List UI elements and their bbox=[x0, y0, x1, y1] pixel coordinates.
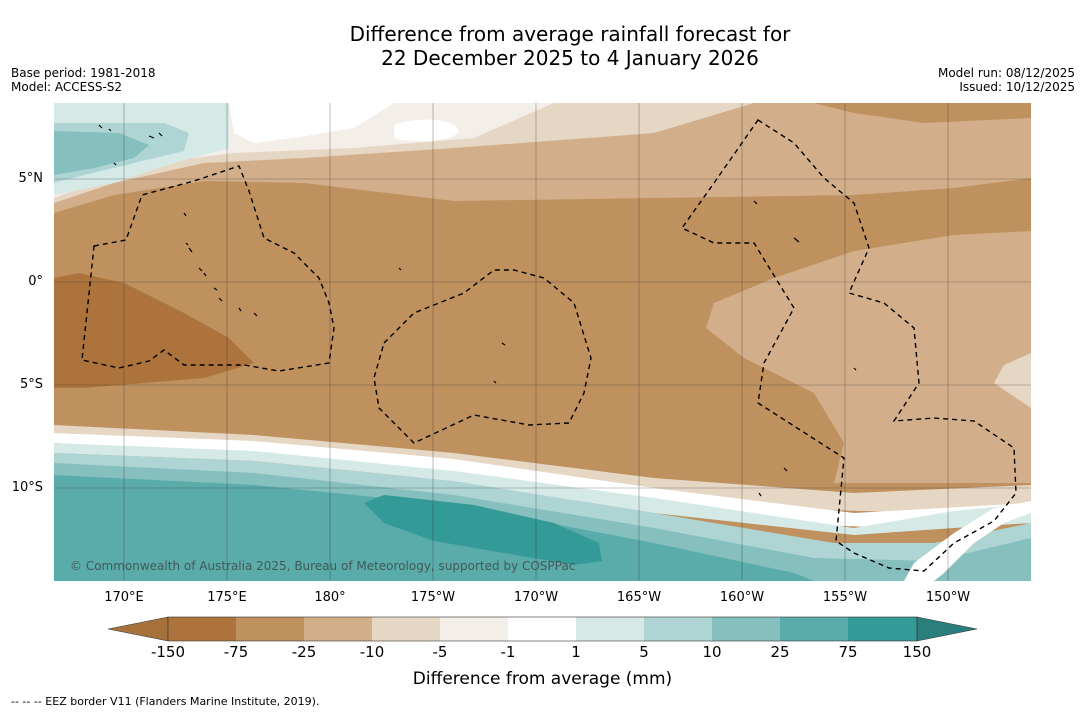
legend-colorbar bbox=[108, 616, 978, 642]
legend-swatch-6 bbox=[508, 617, 576, 641]
lon-label-170e: 170°E bbox=[104, 590, 144, 605]
grid-lines bbox=[54, 103, 1031, 581]
legend-swatch-12 bbox=[916, 616, 978, 642]
region-north-teal-3 bbox=[54, 131, 149, 175]
eez-borders bbox=[81, 119, 1017, 572]
legend-tick-6: 1 bbox=[571, 643, 581, 661]
region-south-teal-1 bbox=[54, 443, 1031, 535]
lat-label-0: 0° bbox=[28, 274, 43, 289]
legend-tick-11: 150 bbox=[902, 643, 932, 661]
legend-swatch-9 bbox=[712, 617, 780, 641]
issued-date: Issued: 10/12/2025 bbox=[959, 80, 1075, 94]
eez-kiribati-phoenix bbox=[373, 269, 592, 444]
legend-tick-0: -150 bbox=[150, 643, 186, 661]
lon-label-180: 180° bbox=[314, 590, 346, 605]
legend-tick-9: 25 bbox=[770, 643, 790, 661]
legend-swatch-4 bbox=[372, 617, 440, 641]
legend-swatch-1 bbox=[168, 617, 236, 641]
legend-tick-1: -75 bbox=[223, 643, 249, 661]
legend-tick-5: -1 bbox=[500, 643, 516, 661]
lat-label-10s: 10°S bbox=[11, 480, 43, 495]
region-minus150 bbox=[54, 273, 254, 388]
legend-swatch-7 bbox=[576, 617, 644, 641]
lon-label-150w: 150°W bbox=[925, 590, 971, 605]
legend-tick-7: 5 bbox=[639, 643, 649, 661]
islands bbox=[98, 124, 857, 497]
legend-title: Difference from average (mm) bbox=[412, 669, 673, 689]
region-south-teal-5 bbox=[364, 495, 602, 565]
legend-tick-3: -10 bbox=[359, 643, 385, 661]
lat-label-5s: 5°S bbox=[19, 377, 43, 392]
legend-tick-2: -25 bbox=[291, 643, 317, 661]
lat-label-5n: 5°N bbox=[18, 171, 44, 186]
legend-tick-8: 10 bbox=[702, 643, 722, 661]
legend-swatch-5 bbox=[440, 617, 508, 641]
legend-swatch-11 bbox=[848, 617, 917, 641]
lon-label-175e: 175°E bbox=[207, 590, 247, 605]
region-north-white bbox=[229, 103, 459, 143]
lon-label-160w: 160°W bbox=[719, 590, 765, 605]
base-period: Base period: 1981-2018 bbox=[11, 66, 156, 80]
model-run: Model run: 08/12/2025 bbox=[937, 66, 1075, 80]
title-line-2: 22 December 2025 to 4 January 2026 bbox=[381, 46, 759, 70]
legend-swatch-2 bbox=[236, 617, 304, 641]
model-name: Model: ACCESS-S2 bbox=[11, 80, 123, 94]
legend-swatch-0 bbox=[108, 616, 169, 642]
lon-label-155w: 155°W bbox=[822, 590, 868, 605]
lon-label-175w: 175°W bbox=[410, 590, 456, 605]
meta-left: Base period: 1981-2018 Model: ACCESS-S2 bbox=[11, 66, 156, 94]
legend-tick-10: 75 bbox=[838, 643, 858, 661]
region-ne-dark bbox=[814, 103, 1031, 123]
region-se-white bbox=[904, 501, 1031, 581]
lon-label-170w: 170°W bbox=[513, 590, 559, 605]
eez-kiribati-line bbox=[680, 119, 1017, 572]
lon-label-165w: 165°W bbox=[616, 590, 662, 605]
eez-footnote: -- -- -- EEZ border V11 (Flanders Marine… bbox=[11, 695, 320, 708]
legend-swatch-3 bbox=[304, 617, 372, 641]
title-line-1: Difference from average rainfall forecas… bbox=[349, 22, 791, 46]
chart-title: Difference from average rainfall forecas… bbox=[0, 22, 1085, 70]
legend-swatch-10 bbox=[780, 617, 848, 641]
legend-frame bbox=[167, 616, 918, 642]
legend-tick-4: -5 bbox=[432, 643, 448, 661]
rainfall-map bbox=[54, 103, 1031, 581]
copyright-notice: © Commonwealth of Australia 2025, Bureau… bbox=[70, 559, 576, 573]
legend-swatch-8 bbox=[644, 617, 712, 641]
region-east-light bbox=[706, 231, 1031, 483]
meta-right: Model run: 08/12/2025 Issued: 10/12/2025 bbox=[938, 66, 1075, 94]
region-east-lighter bbox=[994, 353, 1031, 408]
